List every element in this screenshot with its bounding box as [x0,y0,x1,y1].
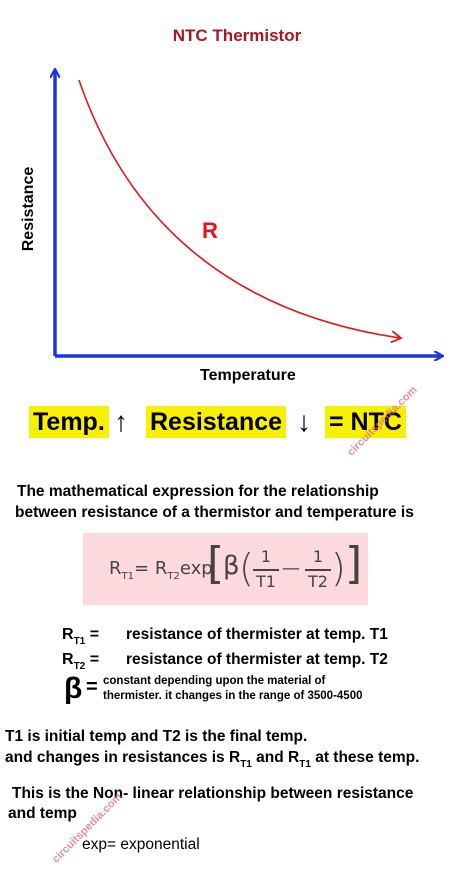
formula-close-bracket: ] [345,538,363,589]
formula-eq: = [134,558,150,579]
arrow-up-icon: ↑ [114,406,128,437]
intro-line-1: The mathematical expression for the rela… [17,483,379,500]
formula-den2: T2 [308,572,328,591]
arrow-down-icon: ↓ [297,406,311,437]
formula-frac-line-2 [305,569,331,571]
curve-label: R [202,218,218,243]
temps-line-2: and changes in resistances is RT1 and RT… [5,749,420,770]
temps-line-1: T1 is initial temp and T2 is the final t… [5,728,308,745]
formula-lhs: R [109,558,122,579]
beta-symbol: β [64,672,83,705]
ntc-graph [0,0,474,400]
formula-den1: T1 [256,572,276,591]
beta-def-line-1: constant depending upon the material of [103,675,326,687]
intro-line-2: between resistance of a thermistor and t… [15,504,414,521]
formula-num1: 1 [260,547,272,566]
formula-func: exp [179,558,213,579]
nonlinear-line-1: This is the Non- linear relationship bet… [12,785,414,802]
formula-frac-line-1 [253,569,279,571]
y-axis-label: Resistance [20,166,37,252]
formula-close-paren: ) [331,546,346,590]
def-rt1-text: resistance of thermister at temp. T1 [126,626,388,643]
banner-temp: Temp. [29,406,109,438]
x-axis-label: Temperature [200,367,296,384]
formula-open-paren: ( [239,546,254,590]
formula-beta: β [223,551,240,581]
formula-open-bracket: [ [207,538,225,589]
def-rt2-text: resistance of thermister at temp. T2 [126,651,388,668]
formula-rhs-sub: T2 [167,571,180,582]
formula-lhs-sub: T1 [121,571,134,582]
beta-eq: = [86,676,98,698]
diagram-title: NTC Thermistor [172,26,302,45]
resistance-curve [78,79,400,338]
banner-ntc: = NTC [325,406,406,438]
def-rt1-symbol: RT1 = [62,626,100,647]
formula-rhs: R [154,558,168,579]
beta-def-line-2: thermister. it changes in the range of 3… [103,690,363,702]
nonlinear-line-2: and temp [8,805,77,822]
formula-num2: 1 [312,547,324,566]
banner-resistance: Resistance [146,406,287,438]
formula-minus: — [282,558,300,579]
exp-note: exp= exponential [82,836,200,853]
def-rt2-symbol: RT2 = [62,651,100,672]
